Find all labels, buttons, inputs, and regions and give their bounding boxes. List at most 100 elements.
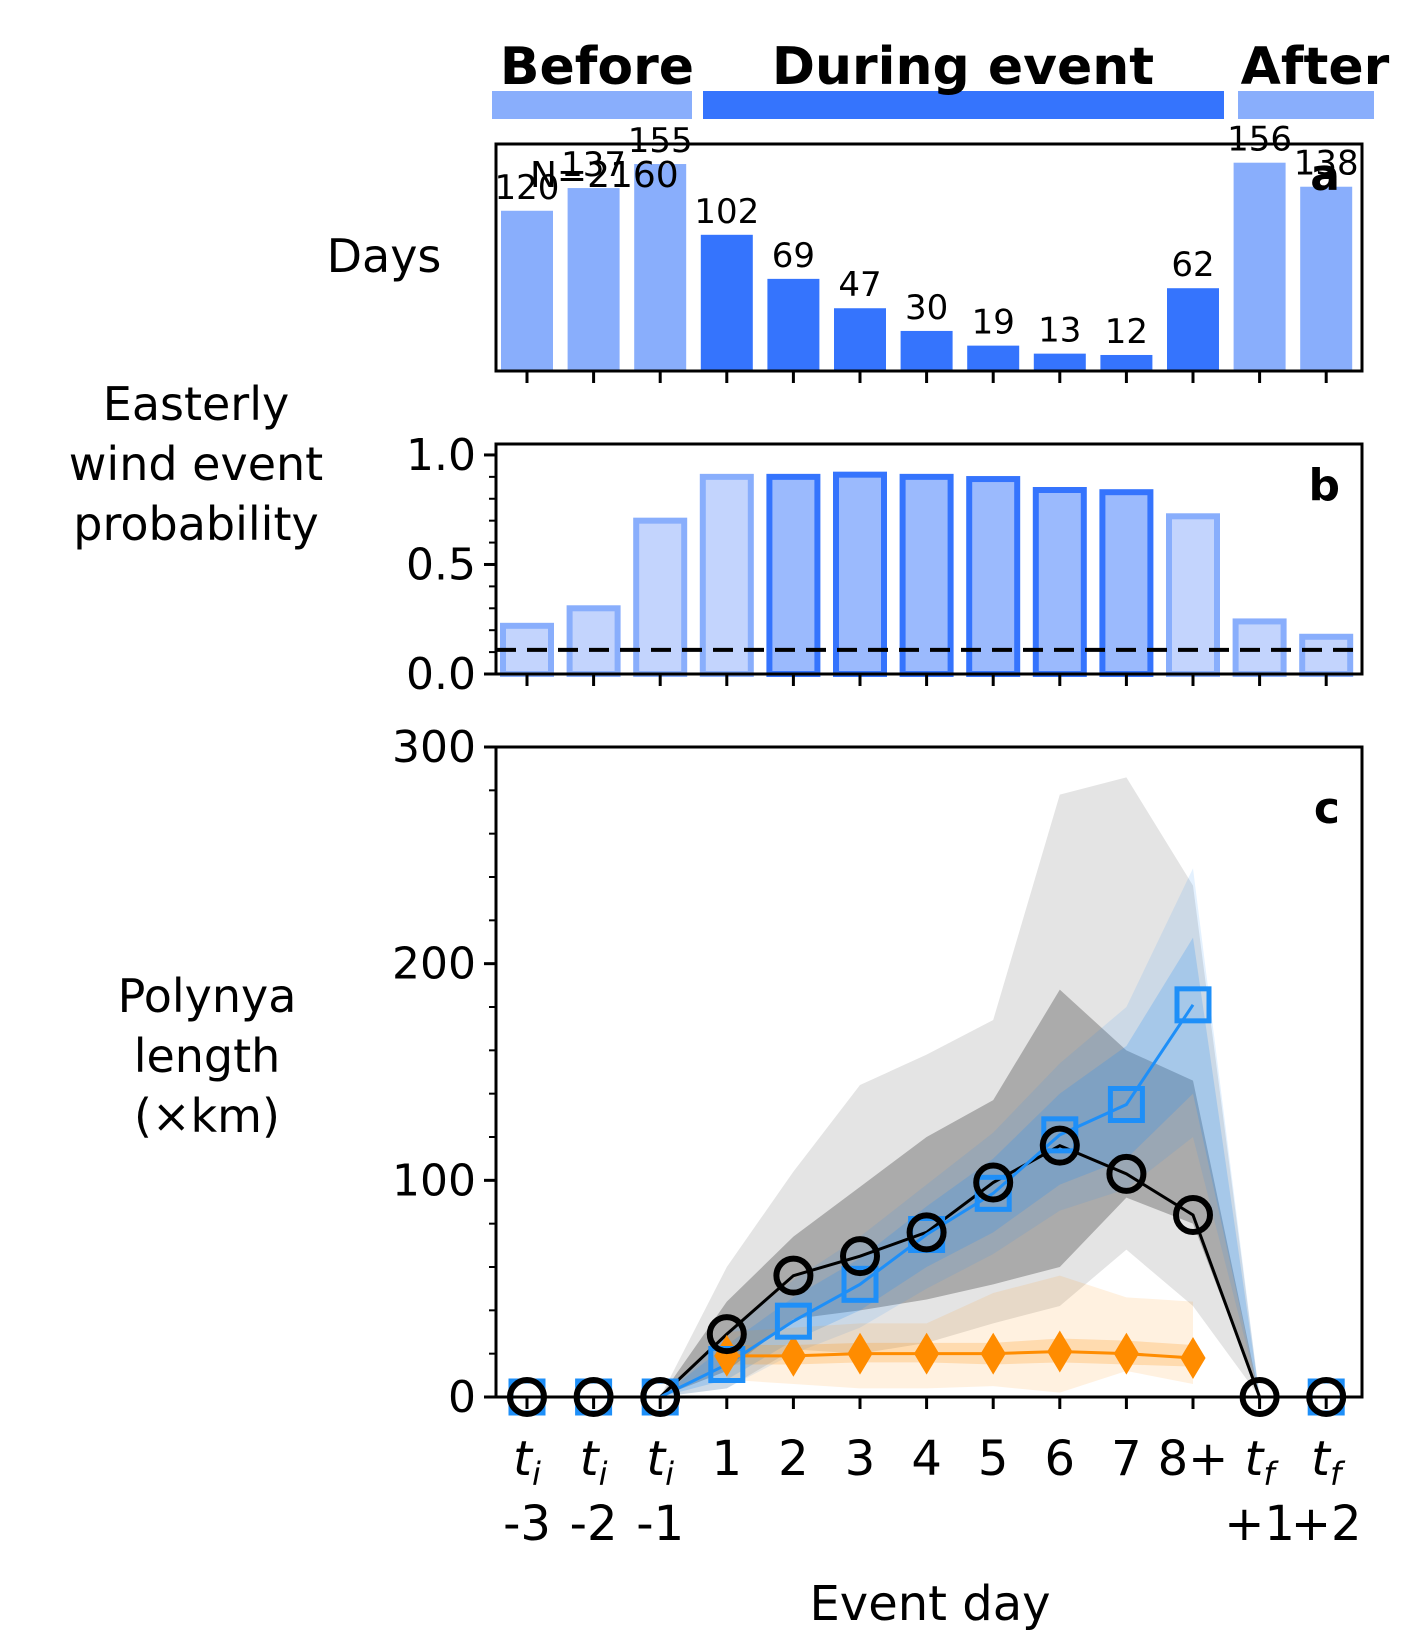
- probability-bar-6: [1032, 487, 1087, 677]
- panel-c-xticks: [525, 1397, 1328, 1409]
- days-bar-8+: [1167, 288, 1219, 371]
- panel-b-xticks: [525, 674, 1328, 686]
- probability-bar-ti-2: [566, 605, 621, 677]
- days-value-label-ti-3: 120: [495, 168, 560, 208]
- xtick-label-line2-ti-1: -1: [636, 1496, 684, 1552]
- after-phase-bar: [1238, 91, 1374, 119]
- days-bar-7: [1100, 354, 1153, 371]
- days-bar-6: [1033, 353, 1086, 371]
- panel-b-ytick-label-0.0: 0.0: [406, 649, 476, 700]
- probability-bar-3: [833, 471, 887, 677]
- black-series-point-1: [706, 1314, 747, 1355]
- panel-b-ytick-label-1.0: 1.0: [406, 430, 476, 481]
- probability-bar-5: [966, 476, 1021, 677]
- days-bar-ti-2: [567, 188, 620, 371]
- xtick-label-8+: 8+: [1158, 1431, 1229, 1487]
- xtick-label-ti-2: ti: [580, 1431, 608, 1493]
- days-bar-4: [900, 330, 953, 371]
- panel-b-bars: [500, 471, 1354, 678]
- black-series-point-3: [840, 1236, 880, 1277]
- black-series-point-4: [906, 1212, 947, 1253]
- panel-b-frame: [494, 442, 1364, 676]
- days-value-label-4: 30: [905, 288, 948, 328]
- panel-a-frame: [494, 142, 1364, 373]
- orange-series-point-2: [780, 1334, 806, 1377]
- before-label: Before: [500, 37, 694, 97]
- panel-b-letter: b: [1309, 460, 1341, 511]
- panel-b-yticks: 0.0 0.5 1.0: [406, 430, 496, 700]
- orange-series-point-3: [847, 1332, 873, 1375]
- orange-series-point-8+: [1180, 1337, 1206, 1379]
- orange-series-point-4: [914, 1332, 940, 1375]
- days-value-label-8+: 62: [1171, 245, 1214, 285]
- blue-series-point-7: [1107, 1086, 1145, 1123]
- panel-c-frame: [494, 745, 1364, 1399]
- days-bar-2: [767, 278, 820, 371]
- probability-bar-4: [899, 473, 954, 677]
- probability-bar-tf+1: [1232, 618, 1287, 678]
- during-phase-bar: [703, 91, 1224, 119]
- xtick-label-tf+1: tf: [1245, 1431, 1280, 1493]
- during-label: During event: [772, 37, 1154, 97]
- panel-b-ytick-label-0.5: 0.5: [406, 539, 476, 590]
- days-value-label-2: 69: [772, 236, 815, 276]
- panel-c-yticks: 0 100 200 300: [392, 722, 496, 1423]
- panel-a-letter: a: [1310, 150, 1340, 201]
- x-axis-label: Event day: [809, 1576, 1050, 1632]
- xtick-label-3: 3: [845, 1431, 876, 1487]
- panel-c-ytick-label-200: 200: [392, 939, 476, 990]
- days-value-label-6: 13: [1038, 311, 1081, 351]
- days-value-label-ti-1: 155: [628, 121, 693, 161]
- days-bar-tf+1: [1233, 162, 1286, 371]
- probability-bar-1: [699, 473, 754, 677]
- panel-c-ytick-label-300: 300: [392, 722, 476, 773]
- panel-b-probability: 0.0 0.5 1.0 b Easterly wind event probabilit…: [69, 377, 1364, 700]
- black-series-point-5: [973, 1162, 1014, 1203]
- xtick-label-line2-ti-3: -3: [503, 1496, 551, 1552]
- days-value-label-ti-2: 137: [561, 145, 626, 185]
- days-value-label-1: 102: [694, 192, 759, 232]
- black-series-point-6: [1039, 1125, 1080, 1166]
- days-bar-ti-1: [634, 164, 687, 371]
- xtick-label-tf+2: tf: [1311, 1431, 1346, 1493]
- panel-c-ylabel: Polynya length (×km): [118, 969, 297, 1143]
- panel-c-xtick-labels: ti-3ti-2ti-11 2 3 4 5 6 7 8+ tf+1tf+2: [503, 1431, 1362, 1552]
- days-bar-ti-3: [501, 210, 553, 371]
- days-bar-tf+2: [1300, 186, 1353, 371]
- black-series-point-8+: [1173, 1195, 1213, 1235]
- panel-b-ylabel: Easterly wind event probability: [69, 377, 323, 551]
- orange-series-point-5: [980, 1332, 1006, 1375]
- after-label: After: [1241, 37, 1390, 97]
- panel-c-ytick-label-0: 0: [448, 1372, 476, 1423]
- probability-bar-7: [1099, 489, 1154, 678]
- xtick-label-line2-tf+2: +2: [1291, 1496, 1362, 1552]
- panel-a-xticks: [525, 371, 1328, 383]
- panel-a-n-annotation: N=2160: [530, 155, 679, 196]
- xtick-label-line2-tf+1: +1: [1224, 1496, 1295, 1552]
- panel-a-bars: [501, 162, 1353, 371]
- panel-a-ylabel: Days: [327, 229, 442, 283]
- xtick-label-ti-3: ti: [513, 1431, 541, 1493]
- xtick-label-ti-1: ti: [646, 1431, 674, 1493]
- panel-c-ytick-label-100: 100: [392, 1155, 476, 1206]
- probability-bar-8+: [1166, 513, 1220, 677]
- days-value-label-5: 19: [972, 303, 1015, 343]
- probability-bar-2: [766, 473, 821, 677]
- xtick-label-6: 6: [1045, 1431, 1076, 1487]
- blue-series-point-2: [774, 1302, 812, 1340]
- panel-c-letter: c: [1314, 783, 1340, 834]
- xtick-label-1: 1: [712, 1431, 743, 1487]
- panel-c-uncertainty-bands: [660, 777, 1260, 1397]
- days-value-label-7: 12: [1105, 312, 1148, 352]
- days-bar-3: [834, 308, 886, 371]
- before-phase-bar: [492, 91, 692, 119]
- series-2-outer-band: [726, 1275, 1193, 1393]
- probability-bar-tf+2: [1299, 633, 1354, 677]
- blue-series-point-3: [841, 1265, 879, 1303]
- xtick-label-4: 4: [911, 1431, 942, 1487]
- days-bar-1: [700, 234, 753, 371]
